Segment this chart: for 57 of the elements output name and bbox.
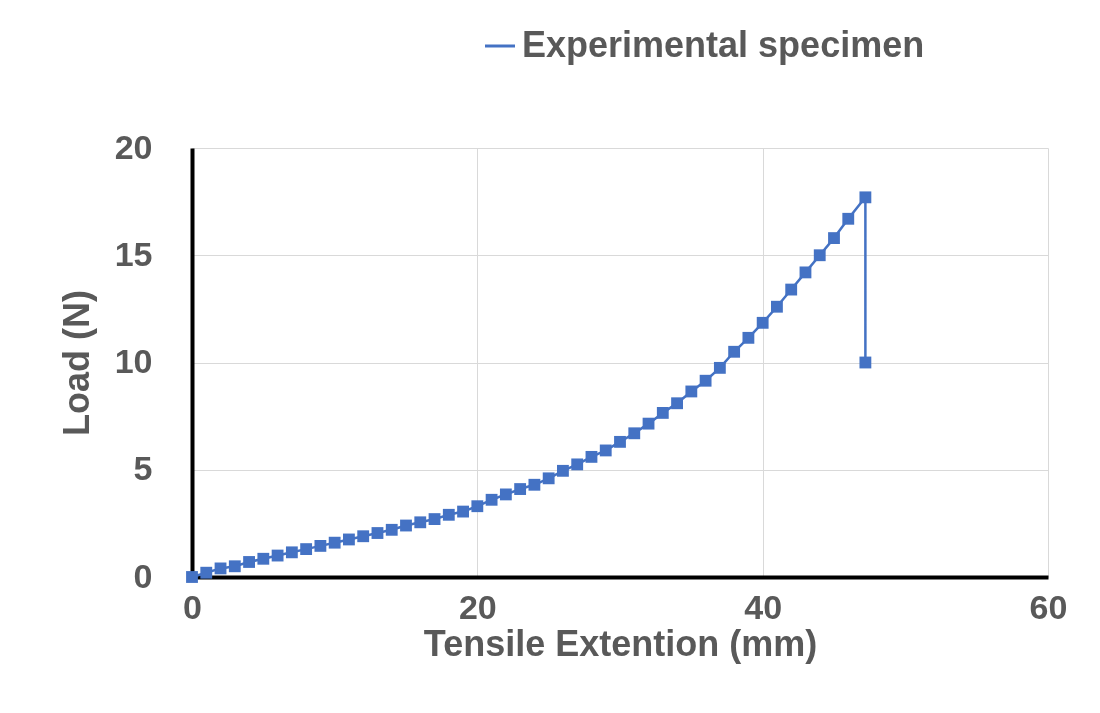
point bbox=[471, 500, 484, 513]
point bbox=[656, 406, 669, 419]
point bbox=[528, 478, 541, 491]
point bbox=[385, 523, 398, 536]
point bbox=[186, 571, 198, 583]
point bbox=[514, 483, 527, 495]
point bbox=[571, 458, 584, 471]
point bbox=[557, 464, 569, 477]
y-axis-title: Load (N) bbox=[55, 290, 97, 436]
point bbox=[400, 519, 412, 532]
point bbox=[271, 549, 284, 562]
point bbox=[442, 508, 455, 521]
y-tick-label: 15 bbox=[114, 234, 153, 273]
point bbox=[314, 539, 327, 552]
point bbox=[343, 533, 355, 546]
point bbox=[371, 527, 384, 539]
x-tick-label: 60 bbox=[1029, 587, 1068, 626]
point bbox=[428, 513, 441, 525]
point bbox=[414, 516, 427, 529]
point bbox=[357, 530, 370, 543]
point bbox=[742, 331, 755, 344]
point bbox=[599, 444, 612, 457]
point bbox=[542, 472, 555, 485]
point bbox=[257, 552, 270, 565]
point bbox=[285, 546, 298, 559]
point bbox=[243, 556, 255, 568]
point bbox=[485, 493, 498, 506]
point bbox=[628, 427, 641, 440]
point bbox=[859, 191, 872, 204]
legend-label: Experimental specimen bbox=[522, 24, 925, 65]
point bbox=[799, 266, 812, 279]
point bbox=[699, 374, 712, 387]
point bbox=[200, 566, 213, 579]
x-tick-label: 0 bbox=[183, 587, 202, 626]
point bbox=[685, 385, 698, 398]
point bbox=[813, 249, 826, 262]
point bbox=[713, 361, 726, 374]
point bbox=[842, 212, 855, 225]
point bbox=[457, 505, 469, 518]
point bbox=[228, 560, 241, 573]
y-tick-label: 5 bbox=[133, 449, 153, 488]
point bbox=[328, 536, 341, 549]
y-tick-label: 0 bbox=[133, 556, 153, 595]
y-tick-label: 20 bbox=[114, 127, 153, 166]
point bbox=[499, 488, 512, 501]
point bbox=[785, 283, 798, 296]
y-tick-label: 10 bbox=[114, 342, 153, 380]
point bbox=[756, 316, 769, 329]
point bbox=[828, 232, 840, 245]
point bbox=[728, 345, 741, 358]
point bbox=[614, 435, 626, 448]
point bbox=[642, 417, 655, 430]
point bbox=[585, 450, 598, 463]
point bbox=[300, 543, 313, 556]
point bbox=[671, 397, 683, 410]
point bbox=[859, 356, 872, 369]
point bbox=[771, 300, 783, 313]
